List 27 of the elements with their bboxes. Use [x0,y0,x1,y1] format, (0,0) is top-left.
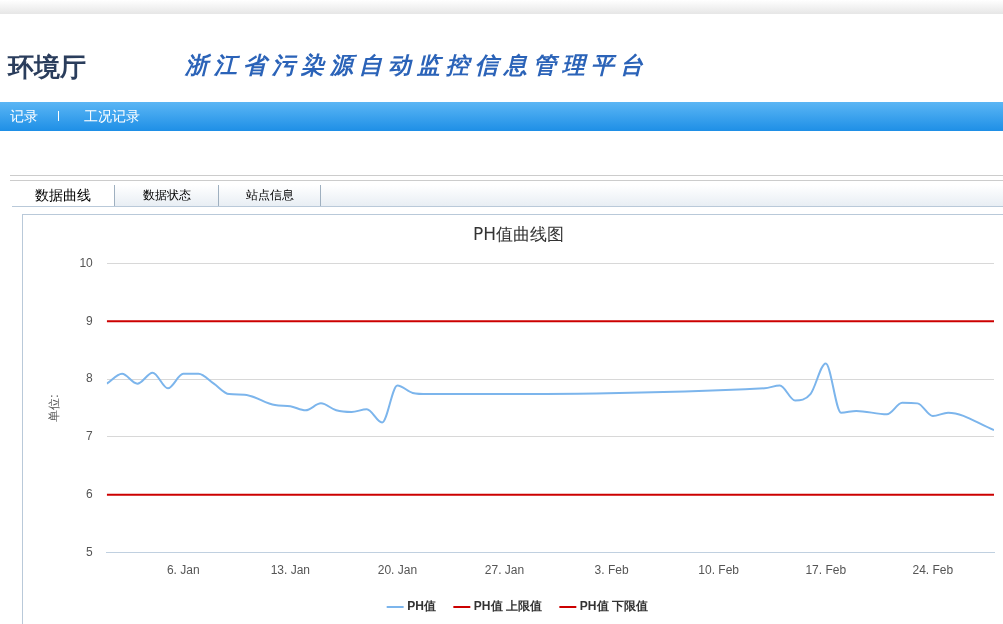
legend-label: PH值 [407,599,436,614]
text: 工况记录 [84,108,140,126]
text: 数据曲线 [12,185,115,206]
x-tick-label: 24. Feb [912,563,954,578]
legend-label: PH值 上限值 [473,599,542,614]
text: 环境厅 [8,51,86,84]
x-tick-label: 13. Jan [270,563,310,578]
x-tick-label: 17. Feb [805,563,847,578]
legend-label: PH值 下限值 [579,599,648,614]
x-tick-label: 6. Jan [166,563,200,578]
text: 记录 [10,108,38,126]
y-tick-label: 8 [86,371,94,386]
y-tick-label: 6 [86,487,94,502]
x-tick-label: 3. Feb [594,563,629,578]
y-tick-label: 7 [86,429,94,444]
text: 数据状态 [115,185,219,206]
x-tick-label: 20. Jan [377,563,418,578]
chart-title: PH值曲线图 [472,223,565,244]
y-tick-label: 5 [86,544,94,559]
x-tick-label: 27. Jan [484,563,525,578]
y-tick-label: 10 [79,255,94,270]
y-axis-title: 单位: [46,394,61,422]
text: 站点信息 [219,185,321,206]
line-series [106,362,994,431]
text: 浙江省污染源自动监控信息管理平台 [185,50,649,80]
y-tick-label: 9 [86,313,94,328]
x-tick-label: 10. Feb [698,563,740,578]
